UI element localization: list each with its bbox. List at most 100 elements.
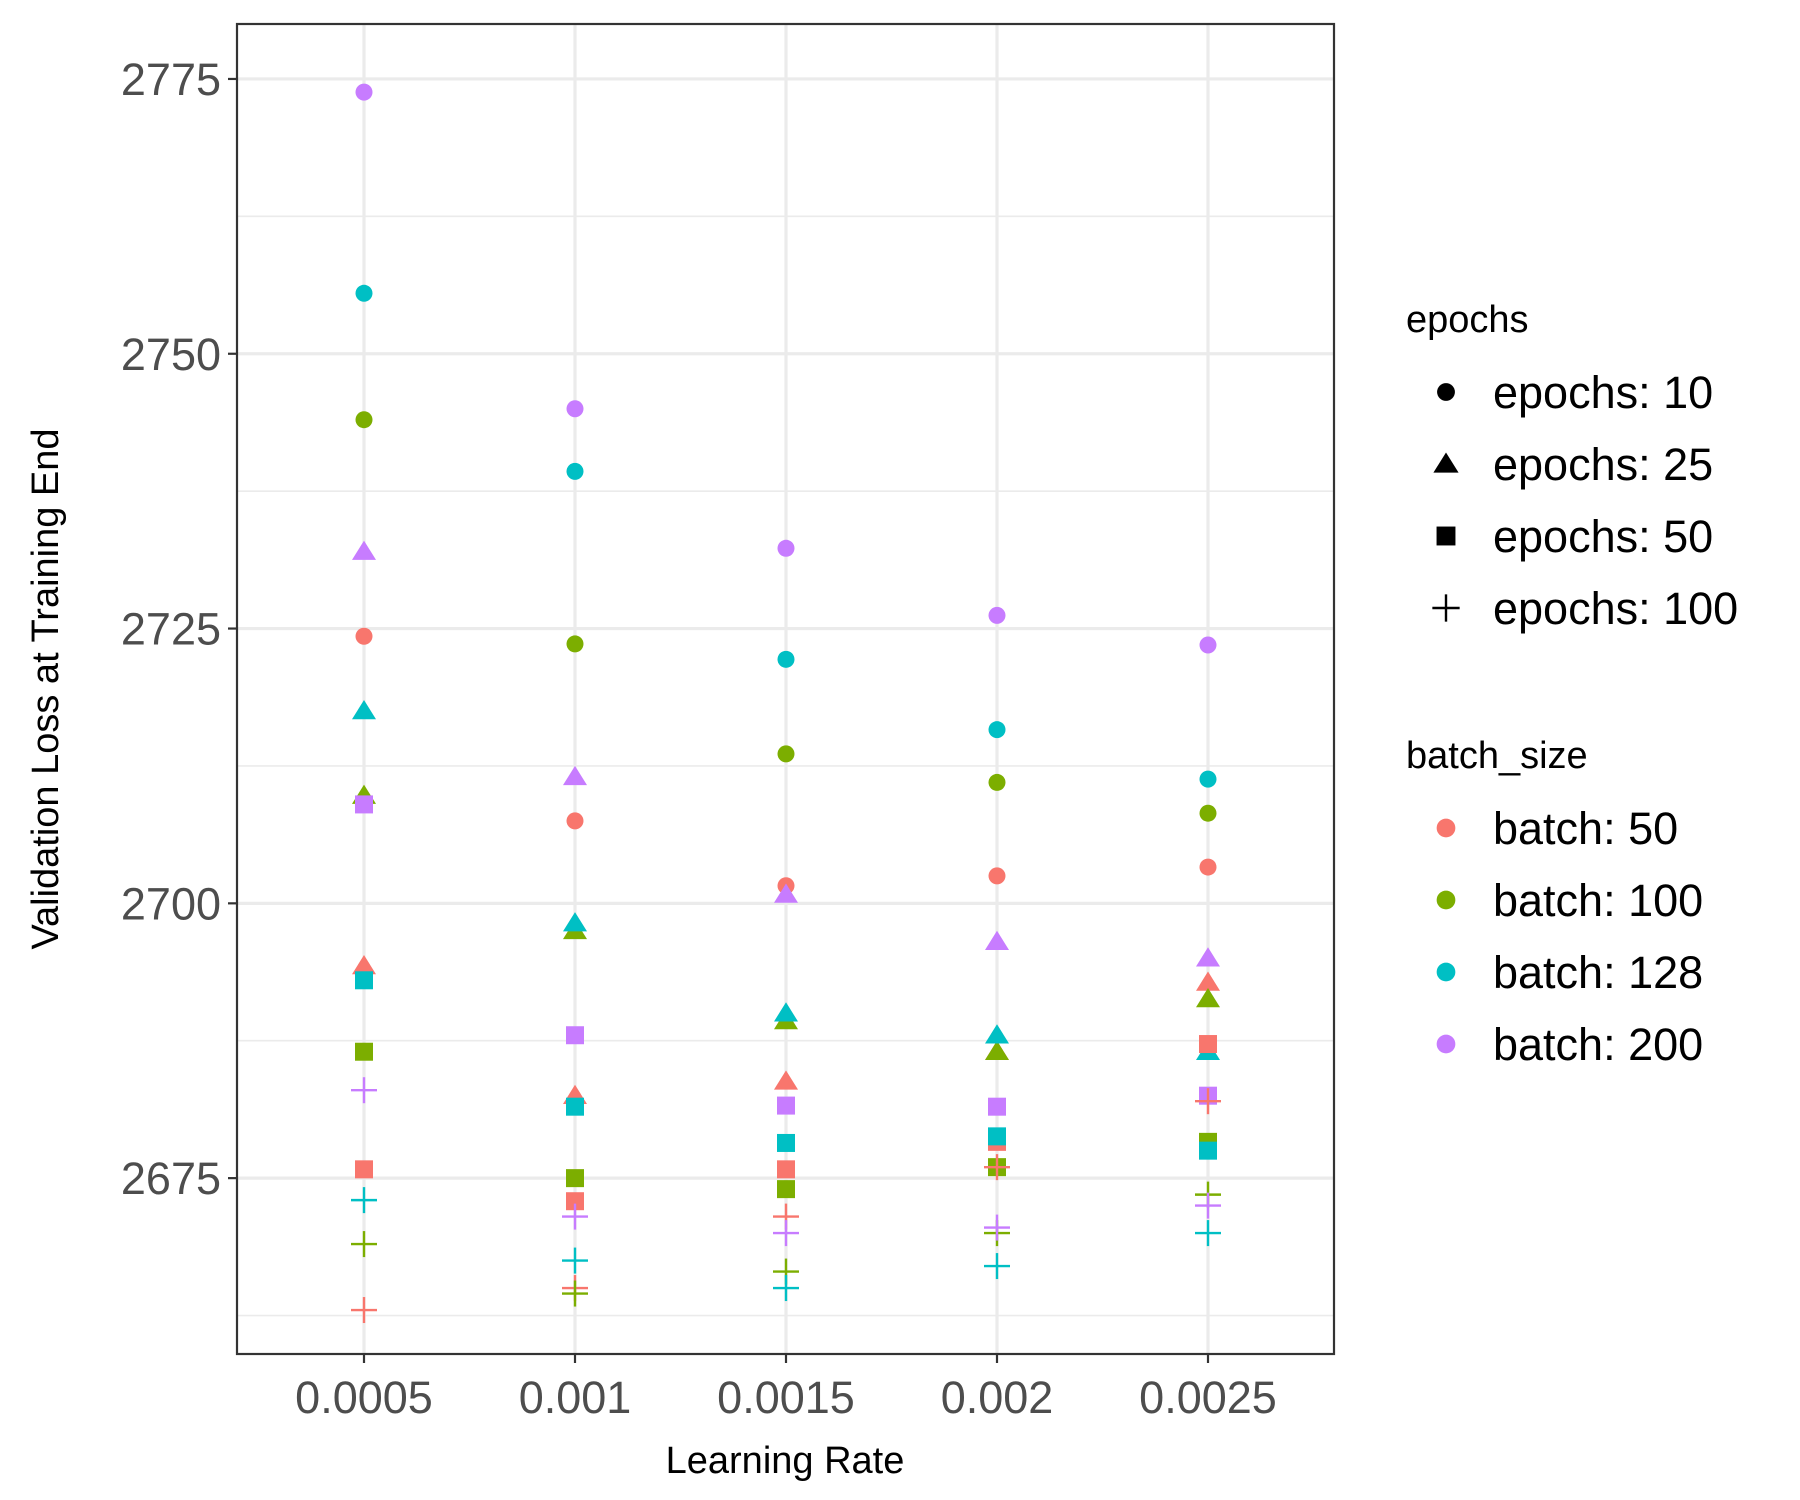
data-point <box>352 699 376 720</box>
data-point <box>566 1169 584 1188</box>
data-point <box>988 773 1006 791</box>
data-point <box>563 765 587 786</box>
legend-label: batch: 128 <box>1493 947 1703 998</box>
data-point <box>777 745 795 763</box>
y-tick-label: 2775 <box>121 54 221 105</box>
data-point <box>777 1160 795 1179</box>
y-tick-label: 2700 <box>121 878 221 929</box>
data-point <box>351 1077 377 1104</box>
legend-key-color <box>1436 818 1456 838</box>
x-tick-label: 0.001 <box>519 1372 632 1423</box>
data-point <box>984 1154 1010 1181</box>
data-point <box>985 930 1009 951</box>
legend-key-plus <box>1432 594 1460 622</box>
data-point <box>1199 770 1217 788</box>
data-point <box>355 627 373 645</box>
legend-key-color <box>1436 890 1456 910</box>
data-point <box>1199 1141 1217 1160</box>
data-point <box>1195 1192 1221 1219</box>
data-point <box>1196 987 1220 1008</box>
data-point <box>566 1097 584 1116</box>
data-point <box>355 284 373 302</box>
x-tick-label: 0.0005 <box>295 1372 433 1423</box>
data-point <box>355 1160 373 1179</box>
legend-key-triangle <box>1433 452 1459 473</box>
data-point <box>355 971 373 990</box>
data-point <box>352 540 376 560</box>
data-point <box>777 650 795 668</box>
data-point <box>566 462 584 480</box>
data-point <box>774 1070 798 1090</box>
legend-batch-size-title: batch_size <box>1406 735 1588 777</box>
legend-key-color <box>1436 962 1456 982</box>
data-point <box>1195 1220 1221 1247</box>
legend-label: epochs: 100 <box>1493 583 1738 634</box>
data-point <box>777 1133 795 1152</box>
data-point <box>1199 1035 1217 1054</box>
legend-label: batch: 200 <box>1493 1019 1703 1070</box>
data-point <box>988 606 1006 624</box>
legend-key-square <box>1436 526 1456 546</box>
legend-epochs-title: epochs <box>1406 299 1529 341</box>
data-point <box>566 400 584 418</box>
data-point <box>985 1040 1009 1060</box>
data-point <box>988 1127 1006 1146</box>
data-point <box>1199 858 1217 876</box>
grid <box>237 24 1334 1354</box>
data-point <box>777 1180 795 1199</box>
data-point <box>1199 636 1217 654</box>
data-point <box>773 1275 799 1302</box>
data-point <box>777 1096 795 1115</box>
data-point <box>562 1203 588 1230</box>
y-axis-title: Validation Loss at Training End <box>25 428 67 949</box>
x-axis-title: Learning Rate <box>666 1440 905 1482</box>
data-point <box>1196 971 1220 991</box>
legend-epochs: epochs epochs: 10 epochs: 25 epochs: 50 epo… <box>1406 299 1738 634</box>
legend-label: epochs: 50 <box>1493 511 1713 562</box>
data-point <box>1196 947 1220 967</box>
y-tick-label: 2750 <box>121 329 221 380</box>
data-point <box>984 1253 1010 1280</box>
data-point <box>562 1280 588 1307</box>
data-point <box>562 1247 588 1274</box>
axes: 2675 2700 2725 2750 2775 0.0005 0.001 0.0015 0.0… <box>121 54 1277 1423</box>
data-point <box>355 1042 373 1061</box>
y-tick-label: 2725 <box>121 604 221 655</box>
legend-key-circle <box>1437 383 1455 401</box>
data-point <box>352 954 376 975</box>
data-points <box>351 83 1221 1324</box>
data-point <box>351 1297 377 1324</box>
legend-label: batch: 100 <box>1493 875 1703 926</box>
legend-batch-size: batch_size batch: 50 batch: 100 batch: 128… <box>1406 735 1703 1070</box>
legend-label: epochs: 10 <box>1493 367 1713 418</box>
data-point <box>566 635 584 653</box>
data-point <box>355 411 373 429</box>
data-point <box>351 1231 377 1258</box>
legend-label: epochs: 25 <box>1493 439 1713 490</box>
data-point <box>1195 1088 1221 1115</box>
data-point <box>566 1192 584 1211</box>
data-point <box>566 812 584 830</box>
x-tick-label: 0.0025 <box>1139 1372 1277 1423</box>
data-point <box>985 1024 1009 1044</box>
data-point <box>988 1097 1006 1116</box>
data-point <box>355 83 373 101</box>
data-point <box>774 883 798 903</box>
data-point <box>351 1187 377 1214</box>
x-tick-label: 0.002 <box>941 1372 1054 1423</box>
data-point <box>988 867 1006 885</box>
y-tick-label: 2675 <box>121 1153 221 1204</box>
data-point <box>773 1220 799 1247</box>
data-point <box>777 539 795 557</box>
x-tick-label: 0.0015 <box>717 1372 855 1423</box>
data-point <box>563 912 587 932</box>
data-point <box>1199 804 1217 822</box>
data-point <box>988 721 1006 739</box>
data-point <box>774 1002 798 1022</box>
data-point <box>984 1214 1010 1241</box>
data-point <box>566 1026 584 1045</box>
legend-label: batch: 50 <box>1493 803 1678 854</box>
data-point <box>355 795 373 814</box>
legend-key-color <box>1436 1034 1456 1054</box>
